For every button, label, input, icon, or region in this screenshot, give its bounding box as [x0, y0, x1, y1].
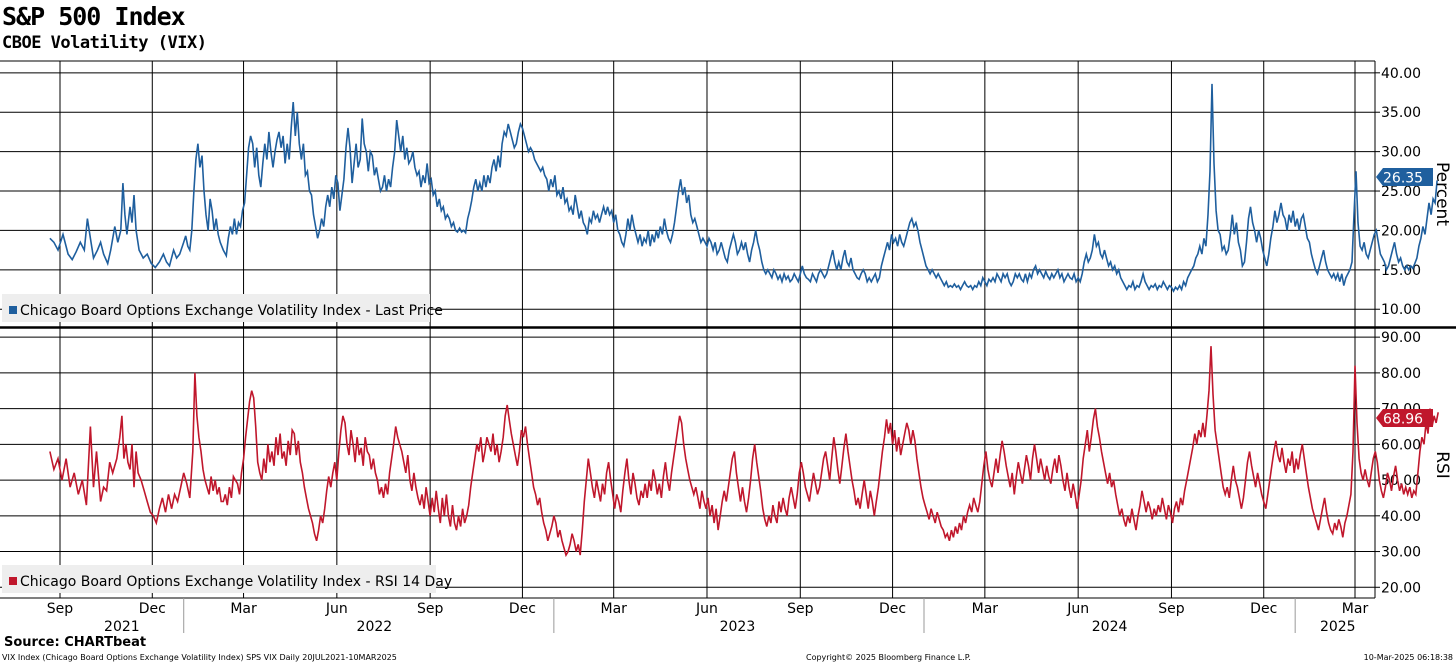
x-month-label: Dec [509, 601, 536, 617]
x-month-label: Sep [787, 601, 814, 617]
rsi-last-value: 68.96 [1383, 412, 1423, 428]
source-note: Source: CHARTbeat [4, 635, 147, 650]
x-month-label: Dec [139, 601, 166, 617]
x-year-label: 2022 [357, 619, 393, 635]
x-year-label: 2021 [104, 619, 140, 635]
y-tick-label: 30.00 [1381, 145, 1421, 161]
vertical-gridlines [59, 61, 1356, 598]
rsi-series-line [49, 346, 1439, 558]
top-legend-label: Chicago Board Options Exchange Volatilit… [20, 303, 443, 319]
x-month-label: Sep [417, 601, 444, 617]
y-tick-label: 80.00 [1381, 366, 1421, 382]
x-year-label: 2025 [1320, 619, 1356, 635]
y-tick-label: 10.00 [1381, 302, 1421, 318]
bottom-panel-grid [0, 336, 1375, 588]
y-tick-label: 60.00 [1381, 437, 1421, 453]
y-tick-label: 25.00 [1381, 184, 1421, 200]
x-month-label: Mar [600, 601, 627, 617]
top-y-axis: 10.00 15.00 20.00 25.00 30.00 35.00 40.00 [1375, 66, 1421, 318]
y-tick-label: 30.00 [1381, 545, 1421, 561]
x-month-label: Sep [47, 601, 74, 617]
x-axis-labels: Sep Dec Mar Jun Sep Dec Mar Jun Sep Dec Mar Jun Sep D… [47, 598, 1369, 635]
y-tick-label: 15.00 [1381, 263, 1421, 279]
x-month-label: Sep [1158, 601, 1185, 617]
x-month-label: Jun [325, 601, 348, 617]
x-month-label: Mar [972, 601, 999, 617]
x-month-label: Jun [695, 601, 718, 617]
y-tick-label: 40.00 [1381, 509, 1421, 525]
top-legend-swatch [9, 306, 17, 314]
vix-last-value-badge: 26.35 [1376, 168, 1433, 187]
footer-description: VIX Index (Chicago Board Options Exchang… [2, 653, 397, 662]
top-legend: Chicago Board Options Exchange Volatilit… [2, 294, 443, 322]
bottom-legend-swatch [9, 577, 17, 585]
y-tick-label: 35.00 [1381, 105, 1421, 121]
y-tick-label: 20.00 [1381, 223, 1421, 239]
y-tick-label: 40.00 [1381, 66, 1421, 82]
y-tick-label: 20.00 [1381, 580, 1421, 596]
x-month-label: Mar [230, 601, 257, 617]
y-tick-label: 90.00 [1381, 330, 1421, 346]
chart-subtitle: CBOE Volatility (VIX) [2, 33, 207, 53]
vix-series-line [49, 83, 1438, 293]
bottom-legend: Chicago Board Options Exchange Volatilit… [2, 565, 452, 593]
x-year-label: 2023 [720, 619, 756, 635]
x-year-label: 2024 [1092, 619, 1128, 635]
x-month-label: Jun [1066, 601, 1089, 617]
x-month-label: Dec [1250, 601, 1277, 617]
x-month-label: Dec [879, 601, 906, 617]
top-axis-title: Percent [1432, 162, 1452, 226]
bottom-legend-label: Chicago Board Options Exchange Volatilit… [20, 574, 452, 590]
vix-last-value: 26.35 [1383, 171, 1423, 187]
footer-copyright: Copyright© 2025 Bloomberg Finance L.P. [806, 653, 971, 662]
chart-title: S&P 500 Index [2, 2, 186, 31]
top-panel-grid [0, 72, 1375, 310]
panel-frame [0, 60, 1456, 599]
x-month-label: Mar [1342, 601, 1369, 617]
footer-timestamp: 10-Mar-2025 06:18:38 [1363, 653, 1453, 662]
bottom-axis-title: RSI [1432, 451, 1452, 479]
rsi-last-value-badge: 68.96 [1376, 409, 1433, 428]
